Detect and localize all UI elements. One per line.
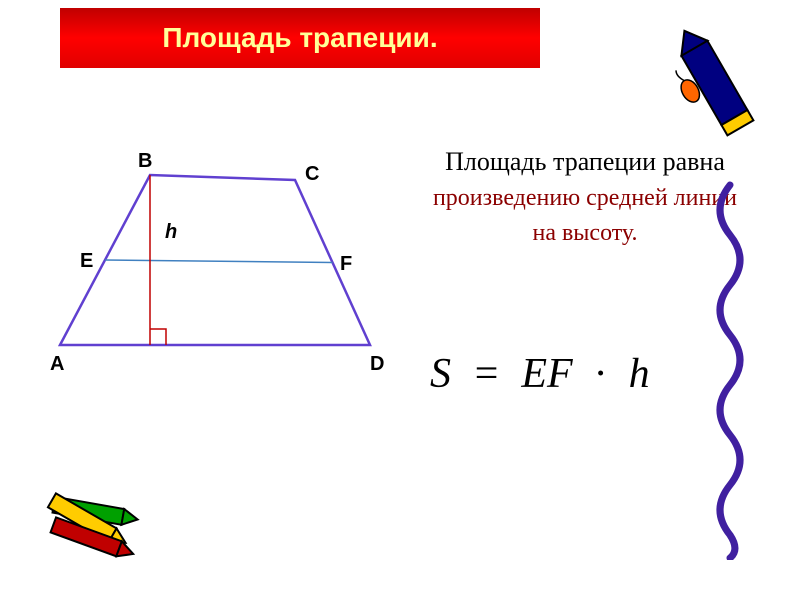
formula-dot: ·: [594, 351, 608, 397]
vertex-f-label: F: [340, 253, 352, 275]
title-banner: Площадь трапеции.: [60, 8, 540, 68]
vertex-b-label: B: [138, 150, 152, 172]
vertex-e-label: E: [80, 250, 93, 272]
crayon-decoration-top: [643, 0, 797, 166]
vertex-d-label: D: [370, 353, 384, 375]
crayon-decoration-bottom: [14, 450, 185, 604]
midline-ef: [105, 260, 333, 263]
height-label: h: [165, 221, 177, 243]
squiggle-path: [720, 185, 740, 558]
formula-ef: EF: [521, 351, 572, 397]
trapezoid-diagram: A B C D E F h: [30, 145, 400, 385]
formula-s: S: [430, 351, 451, 397]
vertex-c-label: C: [305, 163, 319, 185]
right-angle-marker: [150, 329, 166, 345]
vertex-a-label: A: [50, 353, 64, 375]
formula-eq: =: [472, 351, 500, 397]
squiggle-decoration: [700, 180, 760, 565]
formula-h: h: [629, 351, 650, 397]
area-formula: S = EF · h: [430, 350, 650, 398]
diagram-svg: A B C D E F h: [30, 145, 400, 385]
page-title: Площадь трапеции.: [162, 22, 437, 54]
